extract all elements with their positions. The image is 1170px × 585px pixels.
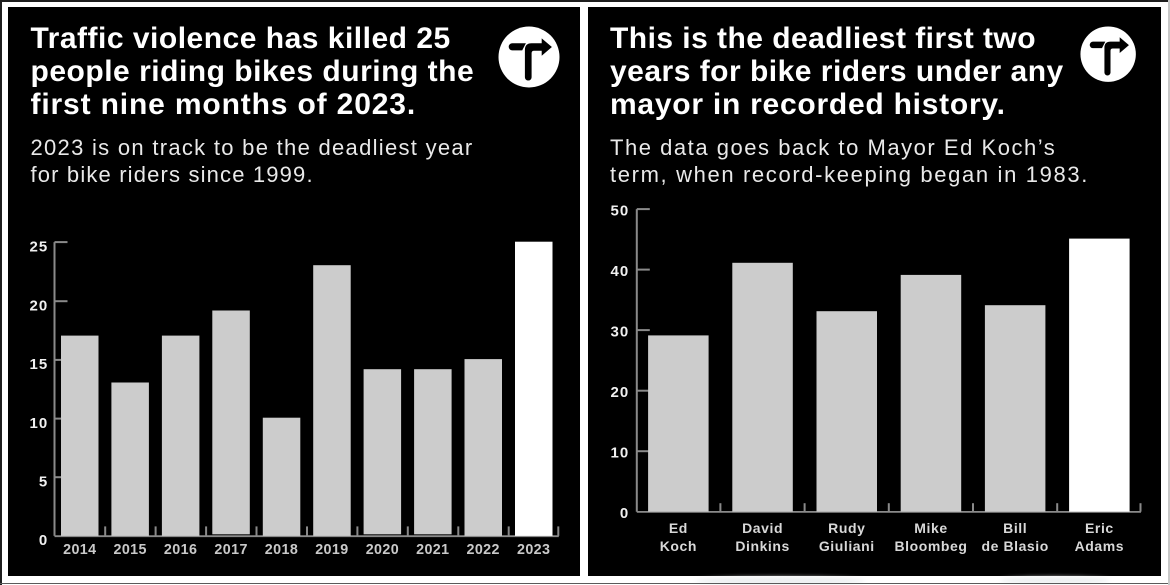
svg-text:2014: 2014: [63, 542, 96, 558]
svg-text:Koch: Koch: [659, 538, 696, 554]
svg-text:20: 20: [30, 297, 49, 314]
svg-text:Bloombeg: Bloombeg: [894, 538, 967, 554]
svg-text:de Blasio: de Blasio: [981, 538, 1048, 554]
svg-text:15: 15: [30, 356, 49, 373]
svg-text:0: 0: [619, 505, 628, 522]
svg-text:Ed: Ed: [668, 520, 687, 536]
svg-text:Eric: Eric: [1085, 520, 1114, 536]
svg-text:2019: 2019: [315, 542, 348, 558]
svg-text:David: David: [742, 520, 783, 536]
svg-text:Dinkins: Dinkins: [735, 538, 790, 554]
svg-text:10: 10: [610, 444, 629, 461]
svg-text:50: 50: [610, 202, 629, 219]
svg-text:2017: 2017: [214, 542, 247, 558]
svg-text:20: 20: [610, 384, 629, 401]
svg-text:Rudy: Rudy: [828, 520, 865, 536]
svg-text:Bill: Bill: [1003, 520, 1027, 536]
svg-text:2020: 2020: [366, 542, 399, 558]
svg-text:2016: 2016: [164, 542, 197, 558]
svg-text:5: 5: [39, 473, 48, 490]
svg-text:2021: 2021: [416, 542, 449, 558]
svg-text:40: 40: [610, 263, 629, 280]
svg-text:2015: 2015: [113, 542, 146, 558]
svg-text:Mike: Mike: [914, 520, 947, 536]
svg-text:2018: 2018: [265, 542, 298, 558]
svg-text:25: 25: [30, 238, 49, 255]
svg-text:10: 10: [30, 414, 49, 431]
svg-text:2023: 2023: [517, 542, 550, 558]
svg-text:Giuliani: Giuliani: [818, 538, 874, 554]
svg-text:30: 30: [610, 323, 629, 340]
svg-text:Adams: Adams: [1074, 538, 1124, 554]
svg-text:0: 0: [39, 532, 48, 549]
svg-text:2022: 2022: [466, 542, 499, 558]
